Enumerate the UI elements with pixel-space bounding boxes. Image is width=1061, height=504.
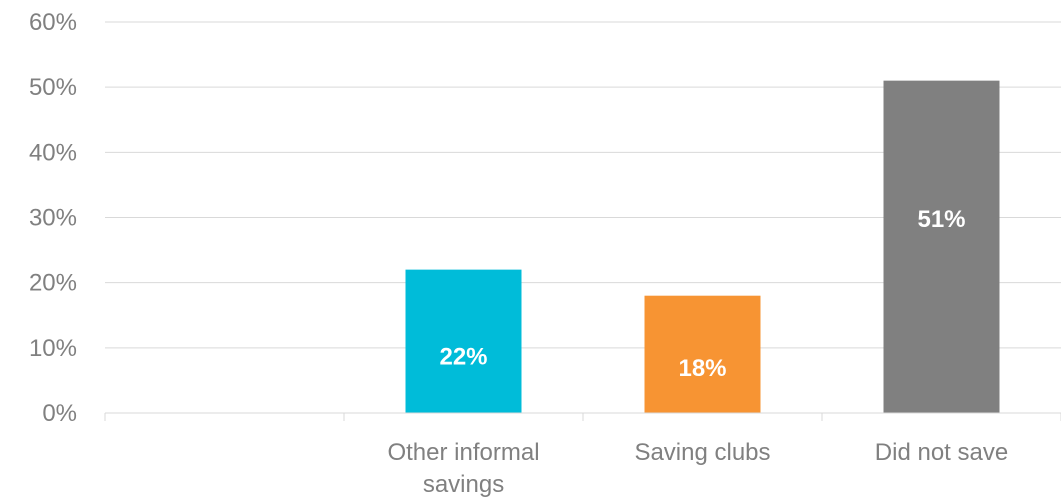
y-axis-tick-labels: 0% 10% 20% 30% 40% 50% 60% [29,9,77,427]
x-axis [104,412,1061,421]
category-label: Saving clubs [634,439,770,466]
y-tick-label: 60% [29,9,77,36]
data-labels: 22% 18% 51% [439,206,965,382]
data-label: 51% [917,206,965,233]
y-tick-label: 20% [29,270,77,297]
category-labels: Other informal savings Saving clubs Did not… [387,439,1008,498]
data-label: 22% [439,343,487,370]
y-tick-label: 10% [29,335,77,362]
bar [644,295,761,413]
y-tick-label: 50% [29,74,77,101]
bar [405,269,522,413]
category-label: Other informal [387,439,539,466]
category-label: Did not save [875,439,1008,466]
y-tick-label: 0% [42,400,77,427]
category-label: savings [423,471,504,498]
y-tick-label: 40% [29,139,77,166]
bars [405,80,1000,414]
data-label: 18% [678,355,726,382]
y-tick-label: 30% [29,205,77,232]
bar [883,80,1000,414]
